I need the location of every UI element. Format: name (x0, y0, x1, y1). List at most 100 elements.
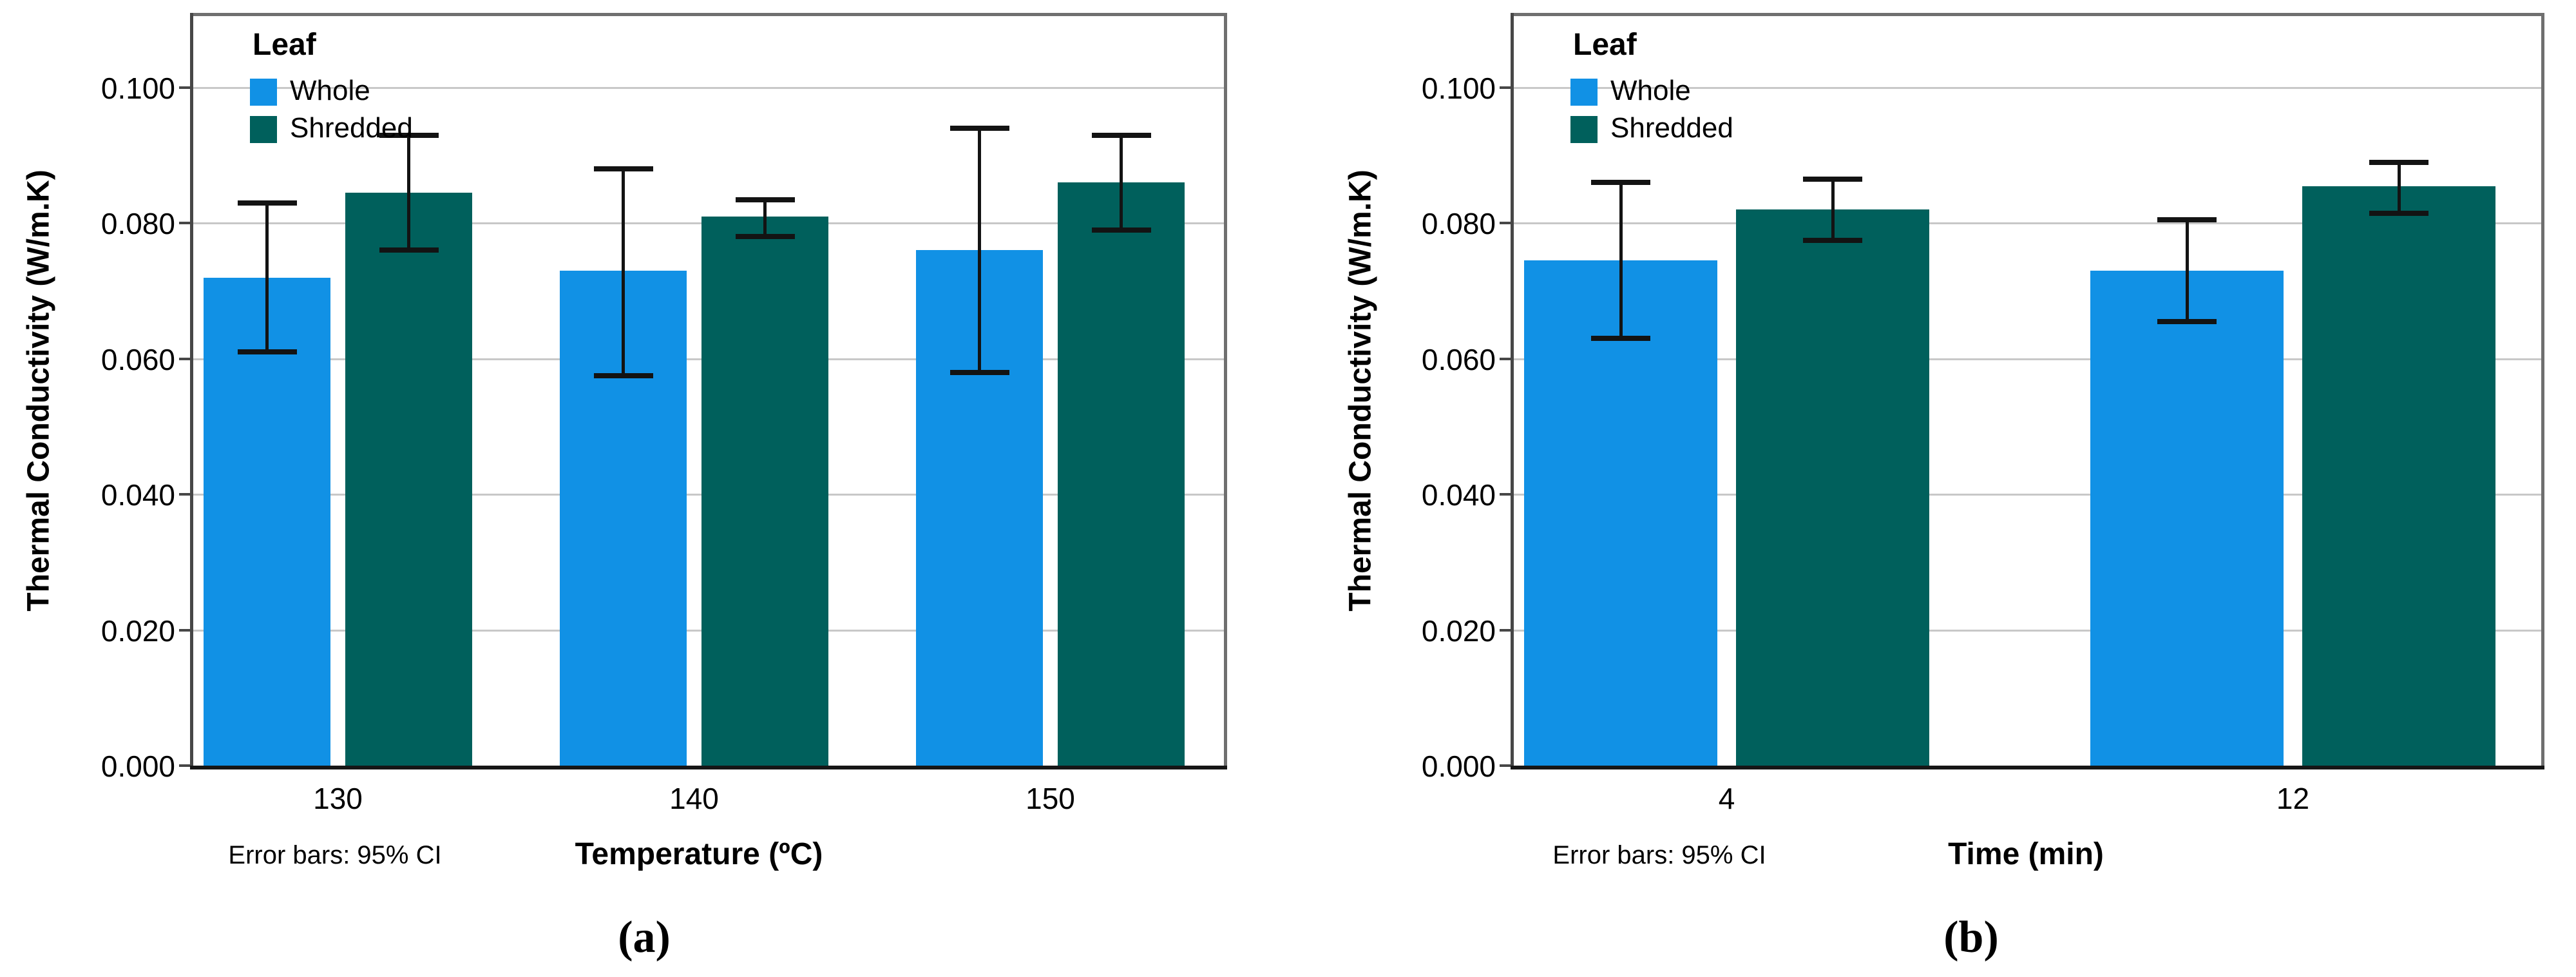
gridline (1514, 629, 2541, 632)
y-tick-label: 0.020 (100, 614, 175, 648)
bar-shredded-130 (345, 193, 472, 766)
error-bar-whole-130 (265, 202, 269, 353)
bar-shredded-12 (2302, 186, 2495, 766)
legend-swatch-whole (1570, 79, 1598, 106)
error-bar-cap-bottom (949, 369, 1009, 375)
y-tick-label: 0.100 (100, 72, 175, 105)
error-bar-shredded-4 (1831, 179, 1835, 240)
x-axis-title: Temperature (ºC) (575, 837, 823, 871)
x-tick-label: 130 (313, 782, 363, 815)
error-bar-cap-top (1091, 132, 1151, 138)
y-tick-mark (179, 86, 193, 89)
gridline (1514, 222, 2541, 225)
y-tick-mark (1500, 764, 1514, 767)
y-tick-label: 0.060 (100, 342, 175, 376)
y-tick-mark (1500, 628, 1514, 632)
error-bar-cap-bottom (1803, 237, 1862, 243)
error-bar-cap-bottom (1091, 227, 1151, 233)
error-bar-cap-bottom (593, 373, 653, 379)
x-axis-line (1511, 766, 2544, 769)
bar-shredded-150 (1058, 182, 1185, 766)
y-tick-label: 0.000 (100, 750, 175, 783)
legend-label-whole: Whole (290, 75, 370, 106)
gridline (1514, 358, 2541, 360)
error-bar-shredded-130 (407, 135, 410, 251)
error-bar-whole-150 (978, 128, 981, 372)
plot-frame-top (193, 13, 1227, 16)
x-axis-title: Time (min) (1948, 837, 2104, 871)
y-tick-mark (1500, 86, 1514, 89)
x-axis-line (190, 766, 1227, 769)
bar-whole-4 (1524, 260, 1717, 766)
y-tick-label: 0.080 (1421, 207, 1496, 241)
bar-shredded-140 (701, 216, 828, 766)
error-bar-cap-top (593, 166, 653, 172)
legend-label-shredded: Shredded (1610, 112, 1733, 144)
error-bar-cap-bottom (2369, 210, 2428, 216)
legend-swatch-shredded (1570, 116, 1598, 143)
x-tick-label: 12 (2276, 782, 2310, 815)
error-bar-cap-top (379, 132, 439, 138)
error-bar-shredded-140 (763, 199, 767, 237)
gridline (193, 87, 1224, 89)
caption-b: (b) (1943, 913, 1999, 962)
y-axis-line (190, 13, 193, 766)
y-tick-mark (1500, 493, 1514, 496)
error-bar-cap-top (237, 200, 297, 206)
legend-swatch-whole (250, 79, 277, 106)
legend-title: Leaf (1573, 28, 1637, 62)
error-bar-whole-140 (622, 169, 625, 376)
error-bars-footnote: Error bars: 95% CI (1552, 841, 1766, 869)
y-tick-mark (179, 357, 193, 360)
legend-label-shredded: Shredded (290, 112, 413, 144)
y-tick-label: 0.000 (1421, 750, 1496, 783)
error-bar-cap-bottom (735, 234, 795, 240)
error-bars-footnote: Error bars: 95% CI (228, 841, 442, 869)
legend-title: Leaf (253, 28, 316, 62)
plot-frame-top (1514, 13, 2544, 16)
y-tick-label: 0.080 (100, 207, 175, 241)
bar-shredded-4 (1736, 209, 1929, 766)
error-bar-shredded-12 (2397, 162, 2401, 213)
plot-frame-right (1224, 13, 1227, 766)
error-bar-cap-top (949, 126, 1009, 131)
error-bar-whole-12 (2185, 220, 2189, 322)
plot-frame-right (2541, 13, 2544, 766)
y-tick-label: 0.040 (100, 478, 175, 512)
x-tick-label: 140 (669, 782, 719, 815)
x-tick-label: 150 (1026, 782, 1075, 815)
x-tick-label: 4 (1718, 782, 1735, 815)
error-bar-cap-top (2369, 159, 2428, 165)
y-tick-label: 0.020 (1421, 614, 1496, 648)
y-tick-mark (179, 222, 193, 225)
y-axis-title: Thermal Conductivity (W/m.K) (21, 169, 56, 612)
y-tick-mark (179, 493, 193, 496)
y-tick-label: 0.100 (1421, 72, 1496, 105)
y-tick-mark (1500, 357, 1514, 360)
legend-label-whole: Whole (1610, 75, 1691, 106)
error-bar-cap-top (1803, 177, 1862, 182)
error-bar-cap-bottom (1591, 336, 1650, 342)
y-tick-mark (179, 628, 193, 632)
y-axis-line (1511, 13, 1514, 766)
gridline (1514, 494, 2541, 496)
bar-whole-130 (204, 277, 330, 766)
y-tick-mark (179, 764, 193, 767)
error-bar-cap-top (2157, 217, 2217, 223)
error-bar-cap-bottom (379, 247, 439, 253)
y-tick-mark (1500, 222, 1514, 225)
error-bar-cap-top (1591, 180, 1650, 186)
error-bar-cap-bottom (2157, 318, 2217, 324)
error-bar-cap-bottom (237, 349, 297, 355)
y-tick-label: 0.040 (1421, 478, 1496, 512)
y-tick-label: 0.060 (1421, 342, 1496, 376)
error-bar-whole-4 (1619, 182, 1623, 339)
error-bar-shredded-150 (1120, 135, 1123, 230)
error-bar-cap-top (735, 197, 795, 202)
gridline (1514, 87, 2541, 89)
legend-swatch-shredded (250, 116, 277, 143)
y-axis-title: Thermal Conductivity (W/m.K) (1343, 169, 1378, 612)
bar-whole-12 (2090, 271, 2284, 766)
caption-a: (a) (618, 913, 671, 962)
